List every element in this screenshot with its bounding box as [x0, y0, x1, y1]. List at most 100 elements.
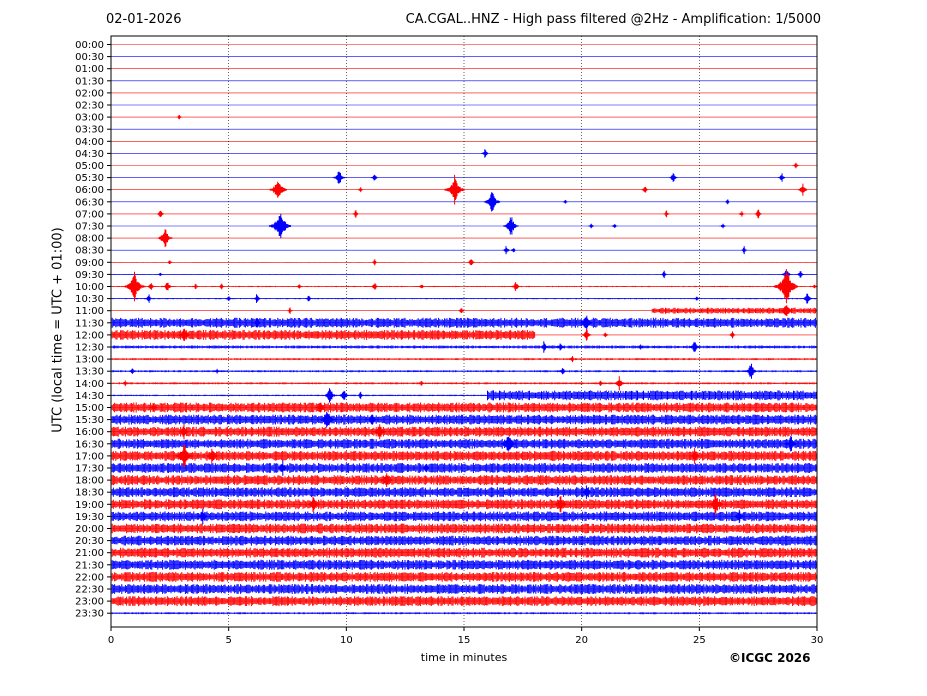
- seismic-event: [601, 332, 609, 338]
- x-tick-label: 25: [693, 635, 706, 646]
- seismic-event: [511, 282, 521, 291]
- y-tick-label: 11:00: [75, 306, 104, 317]
- seismic-event: [157, 229, 173, 248]
- seismic-event: [418, 284, 425, 289]
- seismic-event: [338, 390, 350, 400]
- seismic-event: [556, 343, 564, 351]
- seismic-event: [124, 271, 145, 302]
- seismic-event: [197, 508, 209, 525]
- y-tick-label: 15:00: [75, 403, 104, 414]
- seismic-event: [689, 448, 700, 464]
- date-label: 02-01-2026: [106, 12, 182, 27]
- trace-noise-band: [110, 298, 818, 300]
- seismic-event: [773, 269, 799, 304]
- y-tick-label: 05:00: [75, 161, 104, 172]
- y-tick-label: 16:30: [75, 439, 104, 450]
- y-tick-label: 03:30: [75, 125, 104, 136]
- seismic-event: [797, 183, 809, 196]
- seismic-event: [587, 223, 595, 229]
- seismic-event: [128, 368, 136, 374]
- seismic-event: [561, 200, 569, 204]
- trace-noise-band: [110, 382, 818, 385]
- y-tick-label: 10:00: [75, 282, 104, 293]
- seismic-event: [352, 210, 359, 218]
- x-tick-label: 5: [225, 635, 231, 646]
- seismic-event: [811, 284, 818, 289]
- seismic-event: [724, 199, 731, 205]
- seismic-event: [581, 485, 592, 499]
- trace-noise-band: [110, 547, 818, 558]
- seismic-event: [175, 444, 193, 468]
- seismic-event: [689, 342, 700, 352]
- seismic-event: [319, 411, 336, 428]
- seismic-event: [792, 162, 799, 169]
- x-axis-ticks: 0 5 10 15 20 25 30: [108, 627, 824, 646]
- seismic-event: [554, 496, 567, 513]
- trace-noise-band: [110, 345, 818, 349]
- trace-noise-band: [110, 487, 818, 498]
- y-tick-label: 07:30: [75, 222, 104, 233]
- trace-events: [121, 115, 818, 525]
- seismic-event: [668, 173, 678, 182]
- seismic-event: [734, 509, 745, 523]
- seismic-event: [252, 294, 261, 303]
- x-tick-label: 0: [108, 635, 114, 646]
- seismic-event: [581, 329, 592, 341]
- y-tick-label: 19:30: [75, 512, 104, 523]
- seismic-event: [637, 344, 644, 350]
- chart-title: CA.CGAL..HNZ - High pass filtered @2Hz -…: [405, 12, 821, 27]
- x-tick-label: 30: [811, 635, 824, 646]
- seismic-event: [458, 308, 465, 313]
- seismic-event: [175, 115, 183, 120]
- trace-noise-band: [110, 438, 818, 449]
- trace-noise-segment: [110, 317, 818, 328]
- seismic-event: [501, 436, 517, 451]
- seismic-event: [481, 149, 489, 158]
- seismic-event: [467, 259, 475, 266]
- y-tick-label: 10:30: [75, 294, 104, 305]
- seismic-event: [371, 259, 378, 266]
- trace-noise-band: [110, 559, 818, 570]
- y-tick-label: 06:30: [75, 197, 104, 208]
- y-tick-label: 13:30: [75, 367, 104, 378]
- seismic-event: [719, 223, 726, 229]
- x-axis-label: time in minutes: [420, 651, 508, 664]
- seismic-event: [579, 315, 593, 330]
- seismic-event: [218, 283, 225, 290]
- x-tick-label: 20: [575, 635, 588, 646]
- y-tick-label: 15:30: [75, 415, 104, 426]
- y-tick-label: 02:30: [75, 101, 104, 112]
- y-tick-label: 20:00: [75, 524, 104, 535]
- seismic-event: [422, 464, 430, 472]
- seismic-event: [277, 460, 289, 476]
- y-tick-label: 19:00: [75, 500, 104, 511]
- seismic-event: [708, 493, 724, 515]
- seismic-event: [796, 271, 804, 278]
- trace-noise-band: [110, 358, 818, 361]
- seismic-event: [286, 307, 293, 314]
- seismic-event: [418, 381, 425, 386]
- y-tick-label: 14:30: [75, 391, 104, 402]
- seismic-event: [509, 248, 517, 253]
- seismic-event: [366, 414, 378, 425]
- y-tick-label: 08:00: [75, 234, 104, 245]
- y-tick-label: 23:00: [75, 597, 104, 608]
- y-tick-label: 20:30: [75, 536, 104, 547]
- y-tick-label: 09:30: [75, 270, 104, 281]
- y-tick-label: 14:00: [75, 379, 104, 390]
- seismic-event: [306, 496, 320, 512]
- y-tick-label: 05:30: [75, 173, 104, 184]
- seismic-event: [641, 186, 649, 193]
- seismic-event: [444, 174, 465, 205]
- y-tick-label: 07:00: [75, 209, 104, 220]
- seismic-event: [269, 213, 291, 239]
- y-tick-label: 01:00: [75, 64, 104, 75]
- y-tick-label: 13:00: [75, 355, 104, 366]
- y-tick-label: 03:00: [75, 113, 104, 124]
- y-axis-label: UTC (local time = UTC + 01:00): [50, 227, 66, 433]
- y-tick-label: 16:00: [75, 427, 104, 438]
- y-tick-label: 02:00: [75, 88, 104, 99]
- trace-noise-band: [110, 285, 818, 288]
